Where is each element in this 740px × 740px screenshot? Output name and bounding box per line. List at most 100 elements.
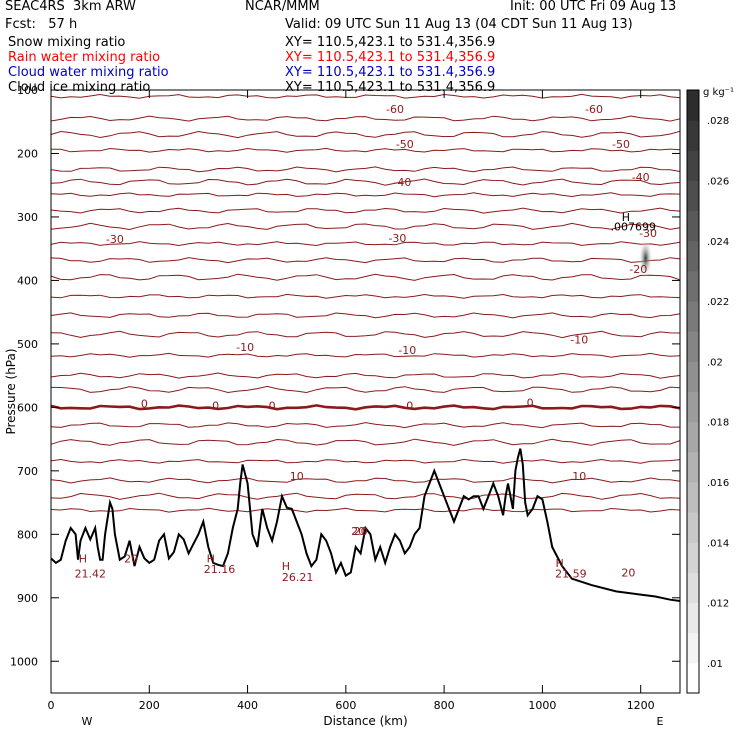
colorbar-segment <box>687 301 699 332</box>
isotherm-line <box>50 458 681 464</box>
isotherm-line <box>50 385 681 394</box>
colorbar-segment <box>687 542 699 573</box>
field-xy-cloud-water: XY= 110.5,423.1 to 531.4,356.9 <box>285 65 496 80</box>
field-label-cloud-water: Cloud water mixing ratio <box>8 65 169 80</box>
colorbar-segment <box>687 602 699 634</box>
isotherm-label: 0 <box>527 396 534 409</box>
colorbar-segment <box>687 270 699 302</box>
isotherm-label: -30 <box>388 232 406 245</box>
colorbar-segment <box>687 240 699 272</box>
isotherm-line <box>50 477 681 484</box>
extremum-label: 21.42 <box>75 568 107 581</box>
colorbar-segment <box>687 210 699 242</box>
model-title: SEAC4RS 3km ARW <box>5 0 136 14</box>
colorbar-tick-label: .028 <box>707 116 729 127</box>
colorbar-segment <box>687 120 699 151</box>
plot-border <box>50 89 681 694</box>
y-tick-label: 600 <box>17 401 38 414</box>
colorbar-unit: g kg⁻¹ <box>703 87 734 98</box>
y-tick-label: 1000 <box>10 655 38 668</box>
isotherm-line <box>50 273 681 281</box>
colorbar-segment <box>687 361 699 392</box>
colorbar-segment <box>687 421 699 453</box>
extremum-label: H <box>282 560 290 573</box>
isotherm-line <box>50 192 681 198</box>
isotherm-label: -30 <box>106 233 124 246</box>
colorbar-segment <box>687 632 699 664</box>
field-xy-cloud-ice: XY= 110.5,423.1 to 531.4,356.9 <box>285 80 496 95</box>
isotherm-line <box>50 492 681 500</box>
isotherm-line <box>50 130 681 139</box>
colorbar-tick-label: .02 <box>707 357 723 368</box>
colorbar-segment <box>687 90 699 121</box>
colorbar-segment <box>687 481 699 513</box>
isotherm-label: 0 <box>406 399 413 412</box>
colorbar-tick-label: .014 <box>707 538 729 549</box>
isotherm-line <box>50 207 681 214</box>
extremum-label: H <box>79 552 87 565</box>
x-axis-title: Distance (km) <box>323 714 407 728</box>
colorbar-tick-label: .012 <box>707 599 729 610</box>
colorbar-segment <box>687 150 699 181</box>
colorbar-segment <box>687 572 699 604</box>
isotherm-line <box>50 166 681 173</box>
field-xy-rain: XY= 110.5,423.1 to 531.4,356.9 <box>285 50 496 65</box>
x-tick-label: 0 <box>48 699 55 712</box>
colorbar-segment <box>687 512 699 543</box>
colorbar-tick-label: .024 <box>707 237 729 248</box>
isotherm-line <box>50 507 681 513</box>
isotherm-line <box>50 372 681 379</box>
isotherm-label: 0 <box>269 399 276 412</box>
init-time: Init: 00 UTC Fri 09 Aug 13 <box>510 0 677 14</box>
isotherm-labels: -60 -60 -50 -50 -40 -40 -30 -30 -30 -20 -10 -10 -10 0… <box>75 103 657 584</box>
field-label-rain: Rain water mixing ratio <box>8 50 161 65</box>
extremum-label: 20 <box>354 525 368 538</box>
x-tick-label: 1000 <box>528 699 556 712</box>
extremum-label: H <box>555 557 563 570</box>
isotherm-line <box>50 115 681 122</box>
colorbar-tick-label: .016 <box>707 478 729 489</box>
isotherm-label: -50 <box>612 138 630 151</box>
isotherm-line <box>51 147 681 153</box>
colorbar-segment <box>687 391 699 423</box>
isotherm-line <box>50 93 681 99</box>
plot-frame <box>50 89 681 694</box>
extremum-label: 20 <box>124 552 138 565</box>
y-tick-label: 500 <box>17 338 38 351</box>
extremum-label: H <box>207 552 215 565</box>
y-tick-label: 700 <box>17 465 38 478</box>
y-tick-label: 400 <box>17 274 38 287</box>
isotherm-lines <box>50 93 681 513</box>
isotherm-line <box>50 241 681 247</box>
isotherm-label: -20 <box>629 263 647 276</box>
isotherm-label: 20 <box>621 566 635 579</box>
isotherm-label: 10 <box>572 470 586 483</box>
isotherm-label: -40 <box>632 171 650 184</box>
isotherm-line <box>50 178 681 186</box>
isotherm-line <box>50 312 681 319</box>
isotherm-line <box>50 293 681 299</box>
y-tick-label: 900 <box>17 592 38 605</box>
isotherm-label: -40 <box>393 176 411 189</box>
x-end-label-east: E <box>657 715 664 728</box>
colorbar-tick-label: .022 <box>707 297 729 308</box>
isotherm-label: -10 <box>236 341 254 354</box>
isotherm-label: -60 <box>585 103 603 116</box>
y-tick-label: 300 <box>17 211 38 224</box>
extremum-label: 21.16 <box>204 563 236 576</box>
y-tick-label: 100 <box>17 84 38 97</box>
isotherm-label: -50 <box>396 138 414 151</box>
extremum-label: 21.59 <box>555 568 587 581</box>
colorbar-segment <box>687 451 699 483</box>
x-tick-label: 1200 <box>627 699 655 712</box>
mixing-ratio-max-shade <box>638 238 653 279</box>
isotherm-label: -10 <box>398 344 416 357</box>
terrain-line <box>50 448 681 602</box>
field-xy-snow: XY= 110.5,423.1 to 531.4,356.9 <box>285 35 496 50</box>
colorbar-tick-label: .018 <box>707 418 729 429</box>
field-label-snow: Snow mixing ratio <box>8 35 126 50</box>
isotherm-label: 10 <box>290 470 304 483</box>
